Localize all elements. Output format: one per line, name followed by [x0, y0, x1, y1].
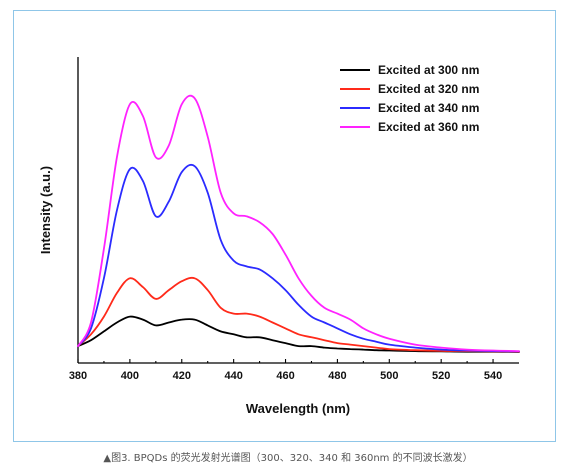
x-ticks: 380 400 420 440 460 480 500 520 540 — [69, 359, 502, 382]
series-line-3 — [77, 163, 520, 353]
x-tick-label: 400 — [121, 370, 139, 382]
legend-label: Excited at 340 nm — [378, 101, 479, 115]
series-layer — [77, 94, 520, 353]
legend-label: Excited at 360 nm — [378, 120, 479, 134]
x-tick-label: 520 — [432, 370, 450, 382]
y-axis-title: Intensity (a.u.) — [38, 166, 53, 254]
series-line-2 — [77, 276, 520, 353]
plot-area — [77, 57, 519, 364]
figure-frame — [13, 10, 556, 442]
x-tick-label: 380 — [69, 370, 87, 382]
series-line-1 — [77, 315, 520, 353]
x-tick-label: 500 — [380, 370, 398, 382]
x-tick-label: 440 — [224, 370, 242, 382]
legend-label: Excited at 300 nm — [378, 63, 479, 77]
x-axis-title: Wavelength (nm) — [246, 401, 350, 416]
legend: Excited at 300 nm Excited at 320 nm Excite… — [340, 63, 479, 134]
figure-caption: ▲图3. BPQDs 的荧光发射光谱图（300、320、340 和 360nm … — [103, 453, 473, 464]
x-tick-label: 460 — [276, 370, 294, 382]
x-tick-label: 420 — [173, 370, 191, 382]
legend-label: Excited at 320 nm — [378, 82, 479, 96]
series-line-4 — [77, 94, 520, 352]
x-tick-label: 480 — [328, 370, 346, 382]
x-tick-label: 540 — [484, 370, 502, 382]
